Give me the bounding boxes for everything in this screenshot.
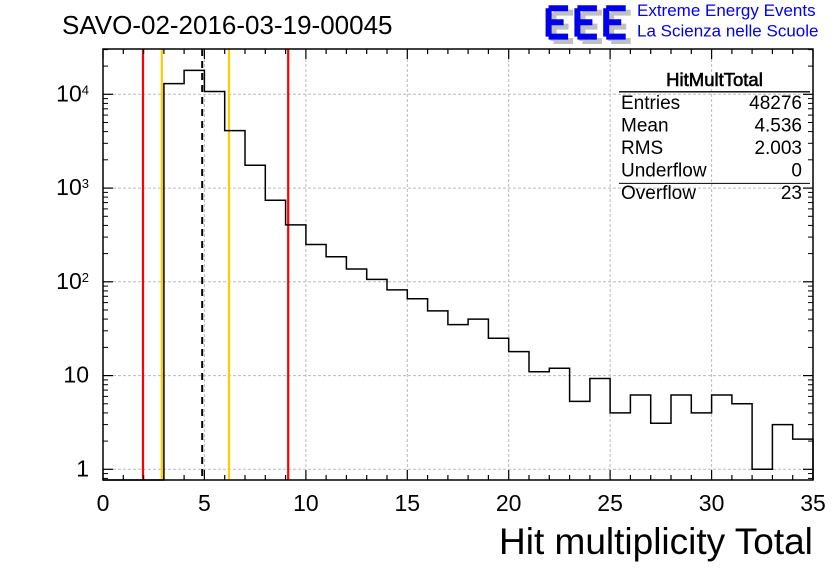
svg-text:Extreme Energy Events: Extreme Energy Events	[637, 1, 816, 20]
svg-text:La Scienza nelle Scuole: La Scienza nelle Scuole	[637, 22, 818, 41]
